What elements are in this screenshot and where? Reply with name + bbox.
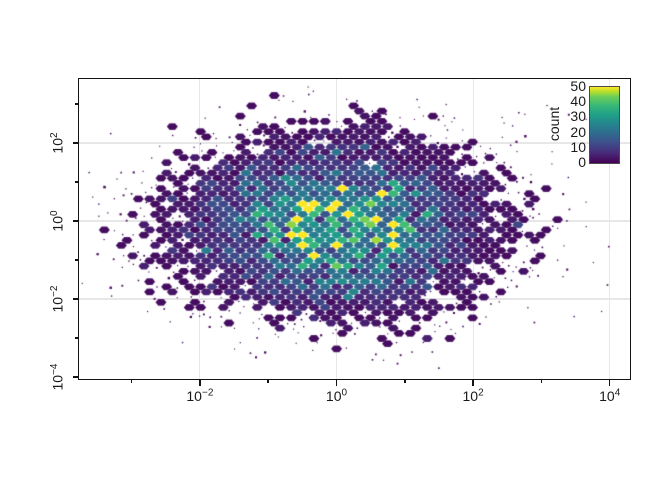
x-tick-label: 104 xyxy=(599,387,620,404)
tick-label-exponent: −2 xyxy=(48,285,60,297)
y-axis-major-tick xyxy=(72,298,78,300)
tick-label-exponent: −2 xyxy=(201,387,214,398)
colorbar-tick-label: 0 xyxy=(578,154,586,170)
tick-label-base: 10 xyxy=(49,374,66,391)
tick-label-exponent: 4 xyxy=(614,387,621,398)
y-axis-minor-tick xyxy=(74,103,78,105)
x-tick-label: 100 xyxy=(326,387,347,404)
tick-label-base: 10 xyxy=(186,387,202,404)
x-axis-major-tick xyxy=(472,380,474,386)
y-axis-major-tick xyxy=(72,220,78,222)
x-tick-label: 10−2 xyxy=(186,387,213,404)
colorbar-tick-label: 20 xyxy=(570,123,586,140)
tick-label-base: 10 xyxy=(599,387,615,404)
x-axis-minor-tick xyxy=(404,380,406,384)
tick-label-base: 10 xyxy=(49,296,66,313)
x-axis-minor-tick xyxy=(130,380,133,384)
tick-label-base: 10 xyxy=(49,137,66,154)
colorbar-gradient xyxy=(589,86,620,164)
y-axis-minor-tick xyxy=(74,259,78,261)
hexbin-canvas xyxy=(78,78,631,381)
x-tick-label: 102 xyxy=(463,387,484,404)
x-axis-minor-tick xyxy=(540,380,543,384)
tick-label-base: 10 xyxy=(462,387,479,404)
colorbar-tick-label: 10 xyxy=(570,138,586,155)
x-axis-major-tick xyxy=(335,380,338,386)
tick-label-base: 10 xyxy=(325,387,342,404)
x-axis-minor-tick xyxy=(267,380,269,384)
y-axis-major-tick xyxy=(72,142,78,144)
colorbar-tick-label: 30 xyxy=(570,108,586,125)
tick-label-exponent: 0 xyxy=(341,387,348,398)
y-tick-label: 10−2 xyxy=(49,286,66,313)
colorbar-title: count xyxy=(545,106,562,142)
y-tick-label: 102 xyxy=(49,132,66,153)
colorbar-tick-label: 40 xyxy=(570,93,586,110)
colorbar-tick-label: 50 xyxy=(570,78,586,94)
y-tick-label: 100 xyxy=(49,210,66,231)
tick-label-exponent: −4 xyxy=(48,363,60,375)
tick-label-exponent: 2 xyxy=(478,387,484,398)
tick-label-exponent: 2 xyxy=(48,132,60,138)
y-axis-major-tick xyxy=(72,376,78,378)
x-axis-major-tick xyxy=(608,380,611,386)
x-axis-major-tick xyxy=(199,380,201,386)
y-axis-minor-tick xyxy=(74,337,78,339)
y-axis-minor-tick xyxy=(74,181,78,183)
tick-label-base: 10 xyxy=(49,215,66,232)
y-tick-label: 10−4 xyxy=(49,364,66,391)
tick-label-exponent: 0 xyxy=(48,210,60,216)
